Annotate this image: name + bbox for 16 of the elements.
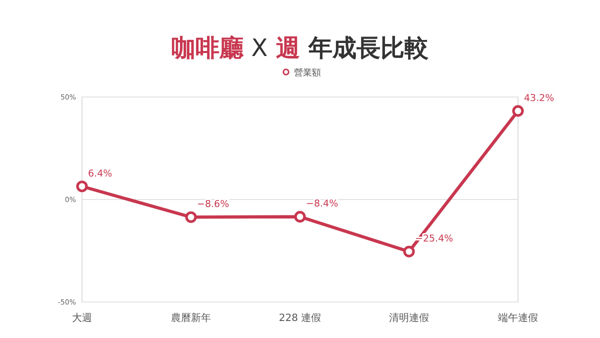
x-tick-label: 農曆新年 — [171, 312, 211, 324]
legend-label: 營業額 — [294, 68, 321, 78]
point — [403, 246, 415, 258]
point — [294, 210, 306, 223]
data-label: 6.4% — [88, 168, 112, 180]
point — [76, 180, 88, 192]
x-tick-label: 端午連假 — [498, 312, 538, 324]
data-label: 43.2% — [524, 92, 554, 104]
point — [512, 105, 524, 117]
chart-title: 咖啡廳 X 週 年成長比較 — [172, 34, 430, 62]
data-label: −8.4% — [306, 198, 338, 210]
data-label: −8.6% — [197, 199, 230, 210]
point — [185, 211, 197, 223]
x-tick-label: 清明連假 — [389, 312, 429, 324]
x-tick-label: 大週 — [72, 312, 92, 324]
x-tick-label: 228 連假 — [278, 312, 322, 324]
